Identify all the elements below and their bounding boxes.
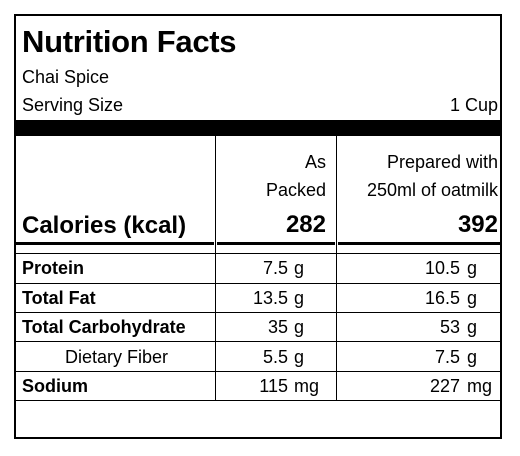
protein-packed-value: 7.5 (262, 258, 288, 278)
dietary-fiber-prepared-value: 7.5 (434, 347, 460, 367)
nutrient-label-protein: Protein (22, 258, 85, 278)
calories-prepared: 392 (457, 211, 498, 238)
product-name: Chai Spice (22, 67, 110, 87)
total-fat-prepared-value: 16.5 (424, 288, 460, 308)
sodium-prepared-unit: mg (467, 376, 493, 396)
sodium-prepared-value: 227 (429, 376, 460, 396)
row-separator (16, 341, 500, 342)
total-carbohydrate-packed-value: 35 (267, 317, 288, 337)
protein-packed-unit: g (294, 258, 305, 278)
row-separator (16, 371, 500, 372)
nutrient-label-total-carbohydrate: Total Carbohydrate (22, 317, 186, 337)
column-header-as-packed-line2: Packed (265, 180, 326, 200)
row-separator (16, 400, 500, 401)
column-header-prepared: Prepared with 250ml of oatmilk (338, 148, 498, 204)
serving-size-value: 1 Cup (449, 95, 498, 115)
column-divider-1 (215, 136, 216, 400)
row-separator (16, 312, 500, 313)
calories-rule-right (338, 242, 500, 245)
total-fat-packed-unit: g (294, 288, 305, 308)
header-divider-bar (16, 120, 500, 136)
column-header-prepared-line1: Prepared with (386, 152, 498, 172)
total-carbohydrate-prepared-unit: g (467, 317, 478, 337)
nutrient-label-sodium: Sodium (22, 376, 88, 396)
calories-label: Calories (kcal) (22, 212, 187, 239)
column-header-as-packed-line1: As (304, 152, 326, 172)
total-carbohydrate-packed-unit: g (294, 317, 305, 337)
total-fat-prepared-unit: g (467, 288, 478, 308)
dietary-fiber-prepared-unit: g (467, 347, 478, 367)
column-divider-2 (336, 136, 337, 400)
column-header-prepared-line2: 250ml of oatmilk (366, 180, 498, 200)
nutrition-label (14, 14, 502, 439)
sodium-packed-value: 115 (259, 376, 288, 396)
protein-prepared-unit: g (467, 258, 478, 278)
nutrient-label-total-fat: Total Fat (22, 288, 96, 308)
calories-rule-middle (217, 242, 335, 245)
dietary-fiber-packed-unit: g (294, 347, 305, 367)
row-separator (16, 283, 500, 284)
column-header-as-packed: As Packed (216, 148, 326, 204)
dietary-fiber-packed-value: 5.5 (262, 347, 288, 367)
label-title: Nutrition Facts (22, 24, 237, 59)
serving-size-label: Serving Size (22, 95, 124, 115)
row-separator (16, 253, 500, 254)
total-carbohydrate-prepared-value: 53 (439, 317, 460, 337)
sodium-packed-unit: mg (294, 376, 320, 396)
total-fat-packed-value: 13.5 (252, 288, 288, 308)
calories-rule-left (16, 242, 214, 245)
calories-packed: 282 (285, 211, 326, 238)
nutrient-label-dietary-fiber: Dietary Fiber (65, 347, 169, 367)
protein-prepared-value: 10.5 (424, 258, 460, 278)
